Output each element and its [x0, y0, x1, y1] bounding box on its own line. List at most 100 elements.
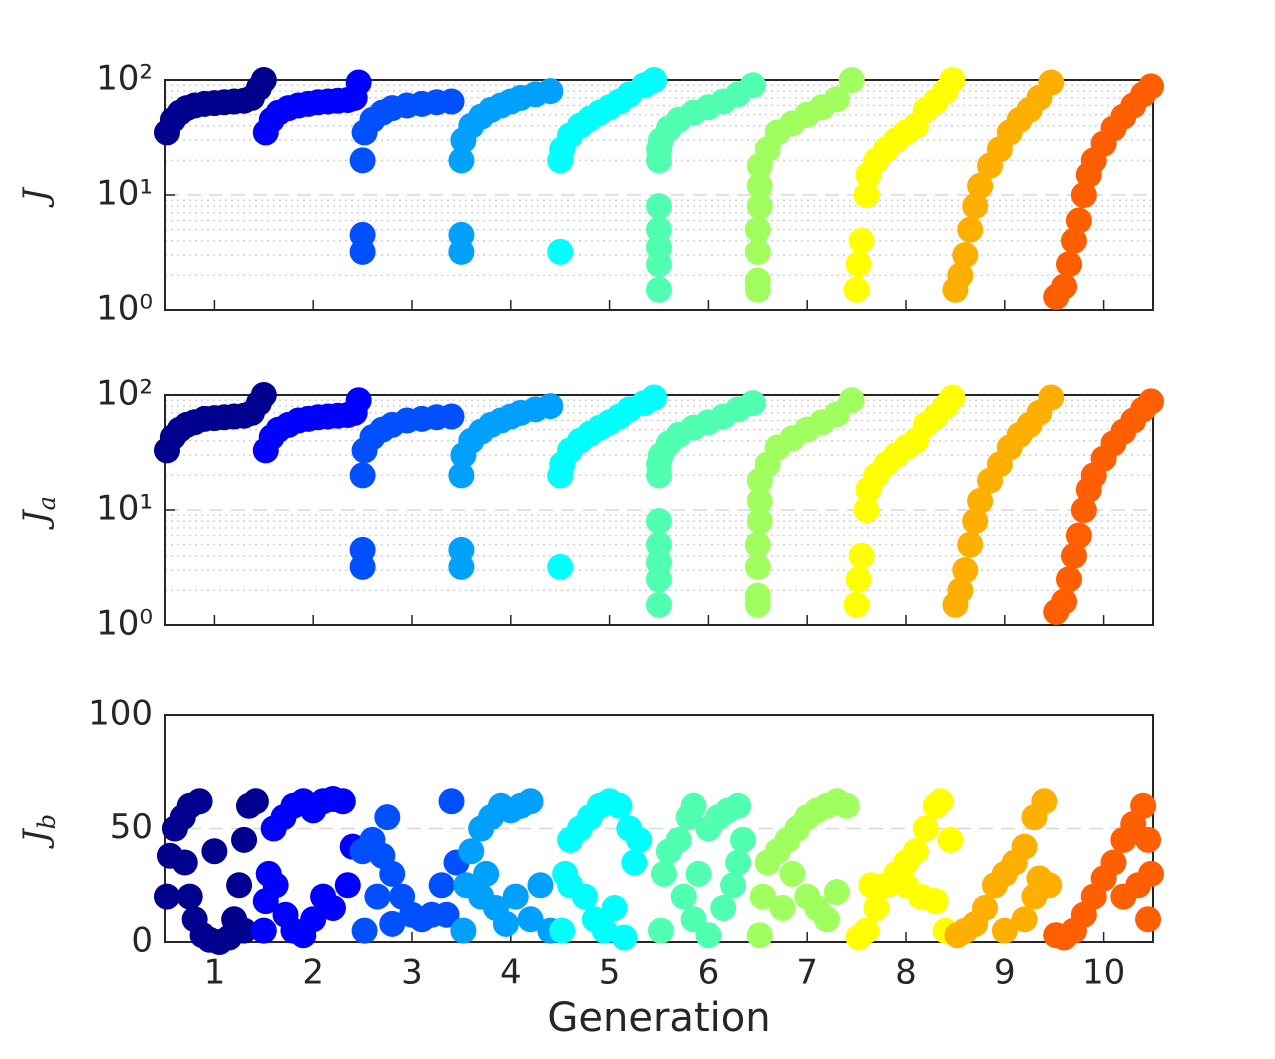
y-label-sub: b — [33, 814, 61, 829]
point — [345, 387, 372, 414]
point — [650, 860, 677, 887]
point — [527, 872, 554, 899]
point — [744, 553, 771, 580]
y-tick-label: 10¹ — [96, 174, 153, 214]
point — [1070, 497, 1097, 523]
point — [201, 838, 228, 865]
point — [823, 879, 850, 906]
point — [744, 267, 771, 294]
point — [250, 382, 277, 408]
point — [695, 922, 722, 949]
point — [646, 508, 672, 535]
point — [646, 216, 672, 243]
point — [744, 216, 771, 243]
point — [349, 536, 376, 563]
point — [438, 788, 465, 815]
point — [646, 531, 672, 558]
point — [991, 917, 1018, 944]
point — [334, 872, 361, 899]
point — [626, 826, 653, 853]
y-tick-label: 10² — [96, 59, 153, 99]
x-tick-label: 10 — [1082, 953, 1125, 993]
x-tick-label: 6 — [698, 953, 720, 993]
point — [769, 894, 796, 921]
point — [962, 508, 989, 535]
point — [345, 69, 372, 96]
point — [845, 251, 872, 278]
point — [547, 553, 574, 580]
point — [720, 872, 747, 899]
points — [153, 382, 1165, 625]
point — [1060, 542, 1087, 569]
y-axis-label: Jb — [16, 814, 61, 849]
point — [927, 788, 954, 815]
point — [473, 860, 500, 887]
point — [433, 901, 460, 928]
point — [641, 67, 668, 93]
y-label-main: J — [16, 186, 56, 208]
point — [1031, 788, 1058, 815]
point — [1051, 273, 1078, 300]
point — [843, 591, 870, 618]
point — [1138, 388, 1165, 415]
point — [1056, 566, 1083, 593]
point — [646, 549, 672, 576]
point — [967, 487, 994, 514]
point — [1021, 883, 1048, 910]
point — [710, 894, 737, 921]
point — [1038, 69, 1065, 96]
point — [937, 826, 964, 853]
point — [838, 387, 865, 414]
point — [823, 86, 850, 113]
point — [547, 238, 574, 265]
point — [725, 792, 752, 819]
point — [448, 221, 475, 248]
point — [779, 860, 806, 887]
x-tick-label: 2 — [302, 953, 324, 993]
point — [972, 894, 999, 921]
point — [591, 917, 618, 944]
y-axis-label: Ja — [16, 496, 61, 530]
point — [186, 788, 213, 815]
point — [349, 462, 376, 489]
point — [438, 88, 465, 115]
point — [606, 792, 633, 819]
point — [374, 804, 401, 831]
point — [448, 462, 475, 489]
point — [744, 582, 771, 609]
point — [902, 838, 929, 865]
point — [947, 262, 974, 289]
point — [458, 838, 485, 865]
point — [665, 826, 692, 853]
point — [729, 826, 756, 853]
point — [647, 917, 674, 944]
x-tick-label: 9 — [994, 953, 1016, 993]
point — [646, 276, 672, 303]
point — [746, 487, 773, 514]
point — [843, 276, 870, 303]
point — [349, 221, 376, 248]
point — [1011, 833, 1038, 860]
point — [1100, 849, 1127, 876]
point — [231, 917, 258, 944]
point — [1070, 182, 1097, 208]
point — [646, 193, 672, 220]
y-label-main: J — [16, 827, 56, 849]
point — [319, 894, 346, 921]
point — [746, 922, 773, 949]
point — [749, 883, 776, 910]
point — [1065, 522, 1092, 549]
point — [952, 557, 979, 584]
point — [1135, 826, 1162, 853]
point — [379, 910, 406, 937]
point — [517, 788, 544, 815]
point — [171, 849, 198, 876]
point — [739, 72, 766, 99]
point — [853, 497, 880, 523]
point — [537, 393, 564, 420]
point — [448, 147, 475, 174]
point — [351, 917, 378, 944]
point — [646, 234, 672, 261]
point — [438, 403, 465, 430]
point — [746, 508, 773, 535]
